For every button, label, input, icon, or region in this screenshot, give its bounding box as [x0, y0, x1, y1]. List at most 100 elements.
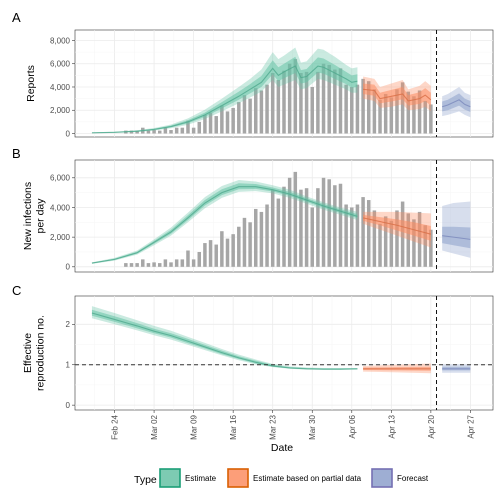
bar — [350, 86, 354, 134]
y-tick-label: 8,000 — [50, 36, 71, 45]
y-tick-label: 0 — [66, 263, 71, 272]
bar — [141, 259, 145, 267]
bar — [395, 210, 399, 267]
bar — [231, 107, 235, 134]
bar — [197, 121, 202, 134]
bar — [304, 71, 309, 134]
bar — [208, 240, 213, 267]
y-tick-label: 6,000 — [50, 174, 71, 183]
legend-key — [159, 468, 181, 488]
bar — [129, 263, 134, 267]
panel-tag: B — [12, 146, 21, 161]
bar — [248, 222, 252, 267]
partial-series — [363, 363, 431, 374]
bar — [282, 186, 286, 267]
bar — [237, 226, 241, 267]
bar — [152, 130, 156, 134]
bars — [124, 59, 433, 134]
bar — [197, 251, 202, 267]
bar — [429, 104, 433, 134]
forecast-median-line — [441, 99, 471, 108]
bar — [355, 204, 360, 267]
forecast-band-50 — [442, 93, 471, 112]
partial-median-line — [363, 88, 432, 102]
estimate-band-90 — [91, 180, 358, 264]
bar — [310, 207, 314, 267]
bar — [135, 130, 139, 134]
bar — [412, 219, 416, 267]
bar — [146, 263, 151, 267]
bar — [163, 259, 168, 267]
x-tick-label: Apr 13 — [387, 414, 396, 438]
panel-tag: A — [12, 10, 21, 25]
bar — [383, 216, 388, 267]
bar — [406, 213, 411, 267]
x-tick-label: Apr 20 — [427, 414, 436, 438]
bar — [282, 70, 286, 134]
bar — [208, 112, 213, 134]
bar — [310, 86, 314, 134]
bar — [169, 262, 173, 267]
bar — [163, 127, 168, 134]
bar — [174, 127, 179, 134]
bar — [338, 183, 343, 267]
bar — [378, 223, 382, 267]
bar — [231, 234, 235, 267]
y-tick-label: 1 — [66, 361, 71, 370]
y-axis-title-line: reproduction no. — [35, 315, 47, 391]
bar — [389, 97, 394, 134]
bar — [378, 99, 382, 134]
bar — [366, 200, 371, 267]
bar — [372, 210, 377, 267]
panel-b: 0 2,000 4,000 6,000 New infections per day B — [12, 146, 494, 273]
x-axis-title: Date — [271, 442, 293, 454]
legend-item: Estimate — [159, 468, 217, 488]
x-axis: Feb 24 Mar 02 Mar 09 Mar 16 Mar 23 Mar 30 Apr … — [111, 410, 475, 440]
y-tick-label: 0 — [66, 129, 71, 138]
bar — [327, 64, 331, 134]
bar — [417, 211, 422, 267]
bar — [344, 204, 348, 267]
bar — [220, 105, 224, 134]
bar — [203, 114, 207, 134]
bar — [333, 185, 337, 267]
bar — [124, 263, 128, 267]
forecast-median-line — [442, 235, 471, 240]
bar — [214, 244, 218, 267]
bar — [191, 127, 196, 134]
bar — [129, 130, 134, 134]
legend: Type Estimate Estimate based on partial d… — [134, 468, 429, 488]
bar — [191, 259, 196, 267]
bar — [361, 197, 365, 267]
bar — [423, 100, 427, 134]
legend-label: Estimate based on partial data — [253, 474, 362, 483]
panel-a: 0 2,000 4,000 6,000 8,000 Reports A — [12, 10, 494, 138]
bar — [220, 231, 224, 267]
forecast-series — [441, 86, 471, 118]
y-axis-title-line: New infections — [22, 182, 34, 250]
bar — [400, 82, 405, 134]
bar — [259, 90, 264, 134]
x-tick-label: Mar 09 — [190, 414, 199, 439]
bar — [293, 171, 298, 267]
bar — [293, 59, 298, 134]
bar — [383, 93, 388, 134]
gridlines — [75, 296, 493, 410]
bar — [242, 95, 247, 134]
partial-series — [363, 76, 432, 112]
bar — [270, 189, 275, 267]
y-axis: 0 2,000 4,000 6,000 — [50, 174, 75, 272]
bar — [287, 177, 292, 267]
y-tick-label: 2,000 — [50, 233, 71, 242]
bar — [276, 198, 281, 267]
y-tick-label: 0 — [66, 401, 71, 410]
bar — [321, 63, 326, 134]
estimate-series — [91, 47, 358, 134]
legend-label: Estimate — [185, 474, 217, 483]
bar — [304, 188, 309, 267]
bar — [214, 116, 218, 134]
y-tick-label: 6,000 — [50, 60, 71, 69]
x-tick-label: Feb 24 — [111, 414, 120, 439]
bar — [429, 229, 433, 267]
bar — [417, 90, 422, 134]
